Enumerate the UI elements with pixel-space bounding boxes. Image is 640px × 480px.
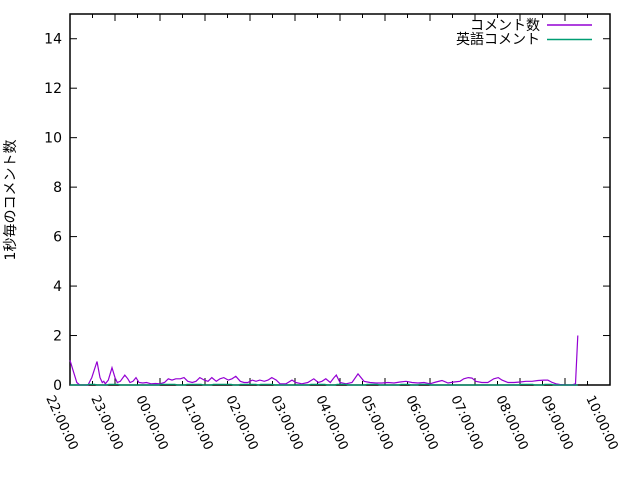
y-axis-title: 1秒毎のコメント数 bbox=[3, 140, 19, 261]
legend-label-english-comments: 英語コメント bbox=[456, 31, 540, 48]
x-tick-label: 06:00:00 bbox=[402, 393, 440, 452]
x-tick-label: 23:00:00 bbox=[87, 393, 125, 452]
x-tick-label: 01:00:00 bbox=[177, 393, 215, 452]
x-tick-label: 04:00:00 bbox=[312, 393, 350, 452]
x-tick-label: 07:00:00 bbox=[447, 393, 485, 452]
y-tick-label: 0 bbox=[53, 378, 62, 394]
legend: コメント数 英語コメント bbox=[456, 18, 592, 48]
chart-generated-layer: 22:00:00 23:00:00 00:00:00 01:00:00 02:00:00… bbox=[42, 13, 621, 453]
x-tick-label: 10:00:00 bbox=[582, 393, 620, 452]
y-tick-label: 10 bbox=[44, 131, 62, 147]
series-line-1 bbox=[70, 383, 578, 386]
y-tick-label: 12 bbox=[44, 81, 62, 97]
x-tick-label: 02:00:00 bbox=[222, 393, 260, 452]
y-tick-label: 14 bbox=[44, 32, 62, 48]
y-tick-label: 8 bbox=[53, 180, 62, 196]
y-tick-label: 2 bbox=[53, 329, 62, 345]
x-tick-label: 05:00:00 bbox=[357, 393, 395, 452]
x-tick-label: 09:00:00 bbox=[537, 393, 575, 452]
x-tick-label: 22:00:00 bbox=[42, 393, 80, 452]
y-tick-label: 6 bbox=[53, 230, 62, 246]
plot-frame bbox=[69, 13, 611, 386]
series-line-0 bbox=[69, 335, 579, 386]
x-tick-label: 08:00:00 bbox=[492, 393, 530, 452]
x-tick-label: 00:00:00 bbox=[132, 393, 170, 452]
y-tick-label: 4 bbox=[53, 279, 62, 295]
x-tick-label: 03:00:00 bbox=[267, 393, 305, 452]
legend-label-comments: コメント数 bbox=[470, 18, 540, 34]
